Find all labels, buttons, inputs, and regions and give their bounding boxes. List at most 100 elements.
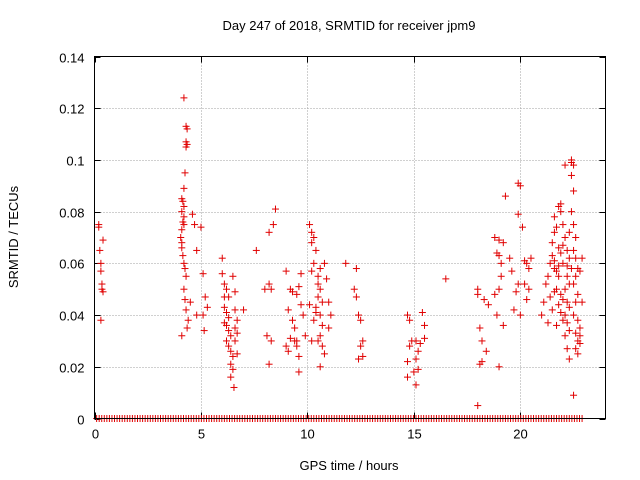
data-point xyxy=(318,342,326,350)
data-point xyxy=(233,329,241,337)
data-point xyxy=(180,213,188,221)
data-point xyxy=(314,280,322,288)
data-point xyxy=(178,244,186,252)
data-point xyxy=(181,265,189,273)
data-point xyxy=(476,324,484,332)
data-point xyxy=(561,311,569,319)
data-point xyxy=(267,285,275,293)
data-point xyxy=(320,350,328,358)
data-point xyxy=(474,290,482,298)
data-point xyxy=(538,311,546,319)
data-point xyxy=(223,321,231,329)
data-point xyxy=(97,259,105,267)
x-tick-label: 15 xyxy=(407,427,421,442)
data-point xyxy=(95,221,103,229)
data-point xyxy=(227,347,235,355)
data-point xyxy=(550,257,558,265)
data-point xyxy=(184,316,192,324)
y-tick-label: 0.06 xyxy=(59,257,84,272)
data-point xyxy=(514,280,522,288)
data-point xyxy=(267,337,275,345)
data-point xyxy=(316,285,324,293)
data-point xyxy=(312,246,320,254)
data-point xyxy=(295,283,303,291)
data-point xyxy=(484,301,492,309)
data-point xyxy=(572,254,580,262)
data-point xyxy=(480,296,488,304)
data-point xyxy=(557,249,565,257)
data-point xyxy=(559,221,567,229)
data-point xyxy=(231,324,239,332)
data-point xyxy=(514,210,522,218)
data-point xyxy=(508,267,516,275)
data-point xyxy=(230,383,238,391)
data-point xyxy=(555,272,563,280)
data-point xyxy=(231,288,239,296)
y-axis-label: SRMTID / TECUs xyxy=(6,185,21,288)
data-point xyxy=(252,246,260,254)
data-point xyxy=(265,360,273,368)
data-point xyxy=(181,296,189,304)
data-point xyxy=(181,169,189,177)
data-point xyxy=(563,262,571,270)
data-point xyxy=(301,332,309,340)
data-point xyxy=(97,267,105,275)
data-point xyxy=(316,311,324,319)
data-point xyxy=(567,156,575,164)
data-point xyxy=(553,223,561,231)
data-point xyxy=(548,252,556,260)
data-point xyxy=(327,311,335,319)
data-point xyxy=(179,252,187,260)
data-point xyxy=(291,337,299,345)
plot-frame xyxy=(94,56,606,419)
data-point xyxy=(548,306,556,314)
data-point xyxy=(282,342,290,350)
data-point xyxy=(555,244,563,252)
data-point xyxy=(183,125,191,133)
data-point xyxy=(308,267,316,275)
data-point xyxy=(559,259,567,267)
data-point xyxy=(523,259,531,267)
data-point xyxy=(96,246,104,254)
data-point xyxy=(563,246,571,254)
data-point xyxy=(506,254,514,262)
data-point xyxy=(180,94,188,102)
data-point xyxy=(572,234,580,241)
data-point xyxy=(572,329,580,337)
data-point xyxy=(567,265,575,273)
data-point xyxy=(314,337,322,345)
data-point xyxy=(227,360,235,368)
data-point xyxy=(523,296,531,304)
data-point xyxy=(357,316,365,324)
data-point xyxy=(525,285,533,293)
data-point xyxy=(578,254,586,262)
data-point xyxy=(570,221,578,229)
data-point xyxy=(182,143,190,151)
data-point xyxy=(510,306,518,314)
data-point xyxy=(227,373,235,381)
data-point xyxy=(186,298,194,306)
data-point xyxy=(403,373,411,381)
data-point xyxy=(561,332,569,340)
data-point xyxy=(193,246,201,254)
data-point xyxy=(576,267,584,275)
data-point xyxy=(180,221,188,229)
data-point xyxy=(99,288,107,296)
data-point xyxy=(410,368,418,376)
data-point xyxy=(553,321,561,329)
data-point xyxy=(478,358,486,366)
data-point xyxy=(355,355,363,363)
data-point xyxy=(516,182,524,190)
data-point xyxy=(229,365,237,373)
data-point xyxy=(97,316,105,324)
data-point xyxy=(188,210,196,218)
data-point xyxy=(576,332,584,340)
data-point xyxy=(284,306,292,314)
data-point xyxy=(493,311,501,319)
data-point xyxy=(567,208,575,216)
data-point xyxy=(193,311,201,319)
data-point xyxy=(576,324,584,332)
data-point xyxy=(99,236,107,244)
data-point xyxy=(182,272,190,280)
data-point xyxy=(180,184,188,192)
